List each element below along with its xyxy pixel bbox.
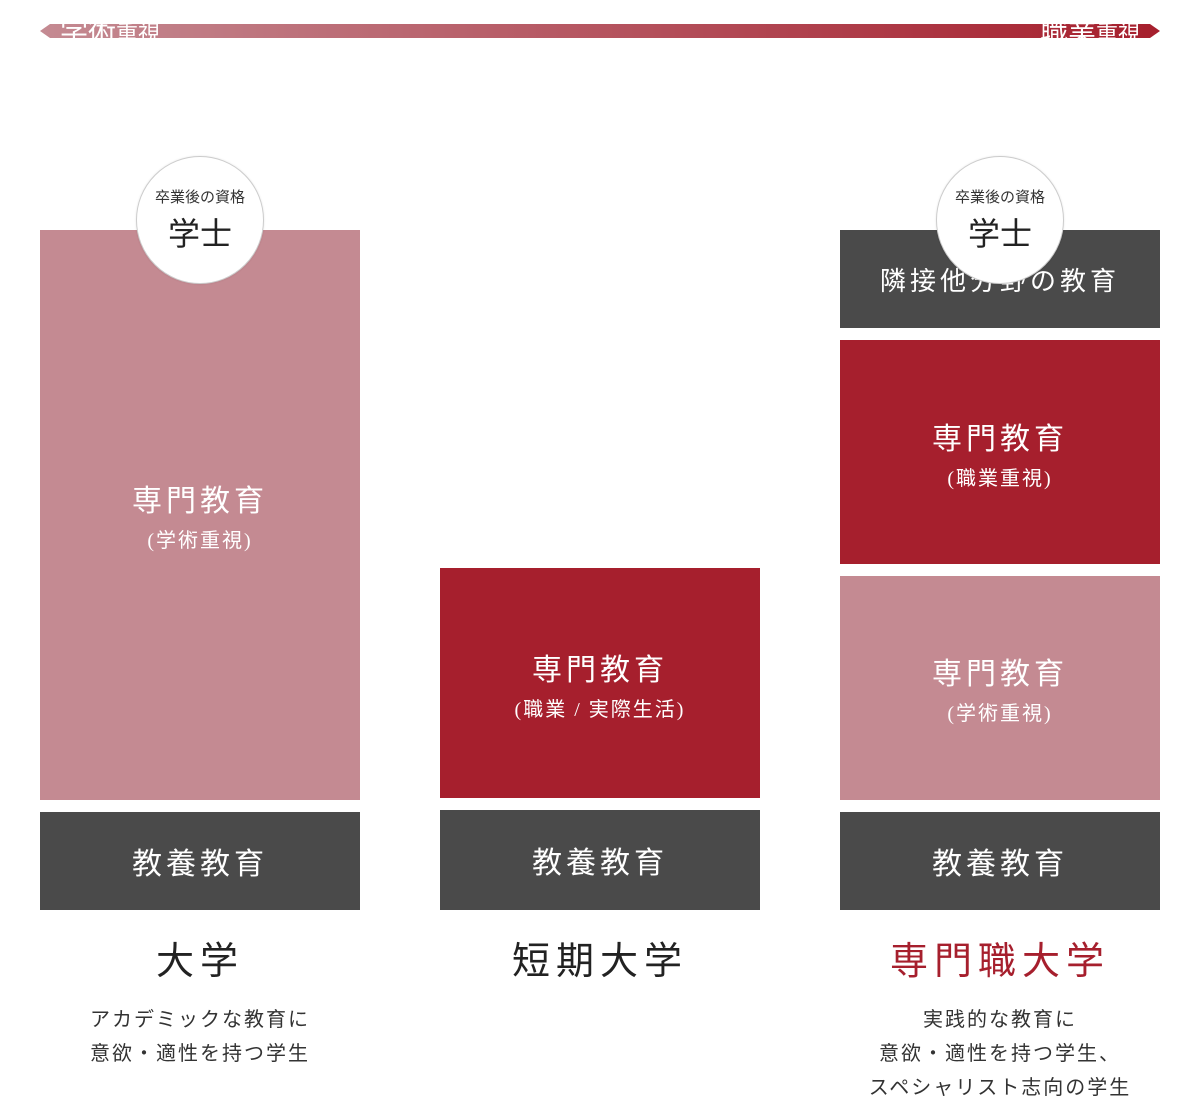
block-sub: (職業 / 実際生活) (515, 693, 686, 722)
block-title: 教養教育 (532, 838, 668, 882)
label-desc: アカデミックな教育に意欲・適性を持つ学生 (40, 1003, 360, 1071)
badge-main-label: 学士 (168, 209, 232, 255)
badge-main-label: 学士 (968, 209, 1032, 255)
block-university-1: 教養教育 (40, 812, 360, 910)
block-professional-university-3: 教養教育 (840, 812, 1160, 910)
block-university-0: 専門教育 (学術重視) (40, 230, 360, 800)
block-professional-university-1: 専門教育 (職業重視) (840, 340, 1160, 564)
label-title: 専門職大学 (840, 930, 1160, 985)
label-professional-university: 専門職大学実践的な教育に意欲・適性を持つ学生、スペシャリスト志向の学生 (840, 930, 1160, 1105)
block-title: 教養教育 (132, 839, 268, 883)
header-left-label: 学術重視 (60, 10, 160, 50)
block-sub: (学術重視) (947, 697, 1052, 726)
labels-container: 大学アカデミックな教育に意欲・適性を持つ学生 短期大学 専門職大学実践的な教育に意欲… (40, 930, 1160, 1105)
degree-badge: 卒業後の資格学士 (136, 156, 264, 284)
degree-badge: 卒業後の資格学士 (936, 156, 1064, 284)
block-title: 教養教育 (932, 839, 1068, 883)
column-junior-college: 専門教育 (職業 / 実際生活) 教養教育 (440, 568, 760, 910)
badge-sub-label: 卒業後の資格 (955, 186, 1045, 207)
block-title: 専門教育 (532, 645, 668, 689)
block-title: 専門教育 (132, 476, 268, 520)
block-junior-college-0: 専門教育 (職業 / 実際生活) (440, 568, 760, 798)
header-left-small: 重視 (116, 21, 160, 46)
label-university: 大学アカデミックな教育に意欲・適性を持つ学生 (40, 930, 360, 1105)
label-title: 大学 (40, 930, 360, 985)
label-title: 短期大学 (440, 930, 760, 985)
header-right-big: 職業 (1040, 17, 1096, 48)
column-university: 卒業後の資格学士専門教育(学術重視)教養教育 (40, 218, 360, 910)
block-junior-college-1: 教養教育 (440, 810, 760, 910)
column-professional-university: 卒業後の資格学士隣接他分野の教育専門教育(職業重視)専門教育(学術重視)教養教育 (840, 218, 1160, 910)
badge-sub-label: 卒業後の資格 (155, 186, 245, 207)
block-professional-university-2: 専門教育 (学術重視) (840, 576, 1160, 800)
columns-container: 卒業後の資格学士専門教育(学術重視)教養教育専門教育(職業 / 実際生活)教養教… (40, 90, 1160, 910)
header-right-small: 重視 (1096, 21, 1140, 46)
header-right-label: 職業重視 (1040, 10, 1140, 50)
block-sub: (学術重視) (147, 524, 252, 553)
label-desc: 実践的な教育に意欲・適性を持つ学生、スペシャリスト志向の学生 (840, 1003, 1160, 1105)
label-junior-college: 短期大学 (440, 930, 760, 1105)
header-left-big: 学術 (60, 17, 116, 48)
block-title: 専門教育 (932, 649, 1068, 693)
block-title: 専門教育 (932, 414, 1068, 458)
block-sub: (職業重視) (947, 462, 1052, 491)
spectrum-gradient-bar (40, 24, 1160, 38)
header-spectrum-bar: 学術重視 職業重視 (40, 10, 1160, 50)
